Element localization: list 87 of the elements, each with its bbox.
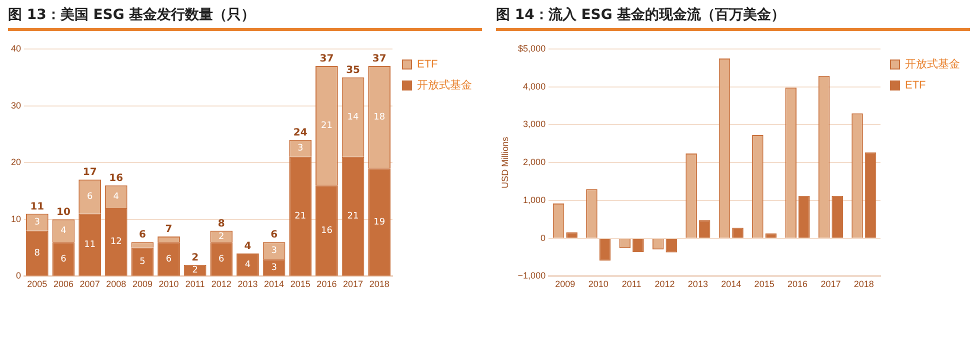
legend-label: ETF	[417, 58, 438, 71]
y-tick-label: 4,000	[523, 81, 546, 92]
data-label: 11	[84, 240, 96, 250]
data-label: 6	[60, 254, 67, 264]
data-label: 3	[271, 262, 277, 273]
total-label: 37	[320, 54, 334, 65]
data-label: 19	[374, 217, 386, 228]
x-tick-label: 2014	[721, 279, 742, 290]
total-label: 11	[30, 201, 44, 212]
bar	[599, 238, 611, 261]
x-tick-label: 2016	[788, 279, 808, 290]
x-tick-label: 2006	[53, 279, 74, 290]
data-label: 8	[34, 248, 40, 259]
x-tick-label: 2014	[264, 279, 284, 290]
data-label: 4	[244, 260, 251, 270]
data-label: 5	[140, 257, 146, 268]
y-tick-label: 2,000	[523, 157, 546, 168]
y-tick-label: −1,000	[518, 270, 546, 281]
bar	[864, 152, 876, 238]
legend-label: ETF	[905, 80, 926, 92]
total-label: 24	[293, 127, 308, 138]
y-tick-label: 1,000	[523, 194, 546, 205]
x-tick-label: 2010	[588, 279, 608, 290]
total-label: 35	[346, 64, 360, 76]
y-axis-title: USD Millions	[500, 136, 510, 188]
x-tick-label: 2018	[854, 279, 874, 290]
total-label: 2	[192, 252, 199, 264]
data-label: 6	[86, 192, 93, 202]
chart-title: 图 14：流入 ESG 基金的现金流（百万美金）	[496, 6, 970, 31]
x-tick-label: 2012	[654, 279, 675, 290]
y-tick-label: 20	[10, 157, 22, 168]
bar	[798, 196, 810, 238]
data-label: 18	[374, 112, 386, 123]
total-label: 16	[109, 172, 124, 184]
data-label: 4	[113, 192, 120, 202]
data-label: 21	[294, 212, 306, 222]
x-tick-label: 2013	[238, 279, 258, 290]
x-tick-label: 2007	[80, 279, 100, 290]
legend-label: 开放式基金	[417, 78, 472, 92]
x-tick-label: 2015	[290, 279, 310, 290]
x-tick-label: 2010	[158, 279, 179, 290]
y-tick-label: 0	[540, 232, 546, 243]
data-label: 21	[320, 121, 332, 132]
data-label: 6	[218, 254, 225, 264]
y-tick-label: 3,000	[523, 119, 546, 130]
data-label: 4	[60, 226, 67, 236]
y-tick-label: 10	[10, 214, 22, 224]
x-tick-label: 2012	[211, 279, 232, 290]
bar	[566, 232, 578, 238]
x-tick-label: 2015	[754, 279, 774, 290]
data-label: 2	[218, 232, 224, 242]
total-label: 8	[218, 218, 225, 230]
x-tick-label: 2017	[820, 279, 841, 290]
data-label: 3	[298, 144, 304, 154]
total-label: 7	[165, 224, 172, 236]
x-tick-label: 2011	[185, 279, 205, 290]
data-label: 6	[166, 254, 172, 264]
total-label: 17	[82, 167, 97, 178]
x-tick-label: 2009	[132, 279, 152, 290]
total-label: 4	[244, 241, 252, 252]
data-label: 3	[34, 218, 40, 228]
bar	[832, 196, 843, 238]
total-label: 6	[138, 230, 146, 241]
x-tick-label: 2011	[622, 279, 642, 290]
y-tick-label: 40	[10, 43, 22, 54]
x-tick-label: 2017	[343, 279, 364, 290]
data-label: 21	[347, 212, 359, 222]
total-label: 37	[372, 54, 386, 65]
total-label: 10	[56, 206, 70, 218]
y-tick-label: $5,000	[518, 43, 546, 54]
x-tick-label: 2005	[27, 279, 48, 290]
data-label: 12	[110, 237, 122, 248]
data-label: 16	[320, 226, 333, 236]
x-tick-label: 2018	[369, 279, 390, 290]
y-tick-label: 30	[10, 100, 22, 110]
data-label: 2	[192, 266, 198, 276]
total-label: 6	[270, 230, 278, 241]
legend-label: 开放式基金	[905, 58, 960, 71]
x-tick-label: 2016	[316, 279, 337, 290]
data-label: 14	[347, 112, 360, 123]
y-tick-label: 0	[16, 270, 22, 281]
data-label: 3	[271, 246, 277, 256]
x-tick-label: 2009	[555, 279, 576, 290]
x-tick-label: 2013	[688, 279, 708, 290]
bar	[236, 253, 259, 276]
x-tick-label: 2008	[106, 279, 126, 290]
chart-title: 图 13：美国 ESG 基金发行数量（只）	[8, 6, 482, 31]
